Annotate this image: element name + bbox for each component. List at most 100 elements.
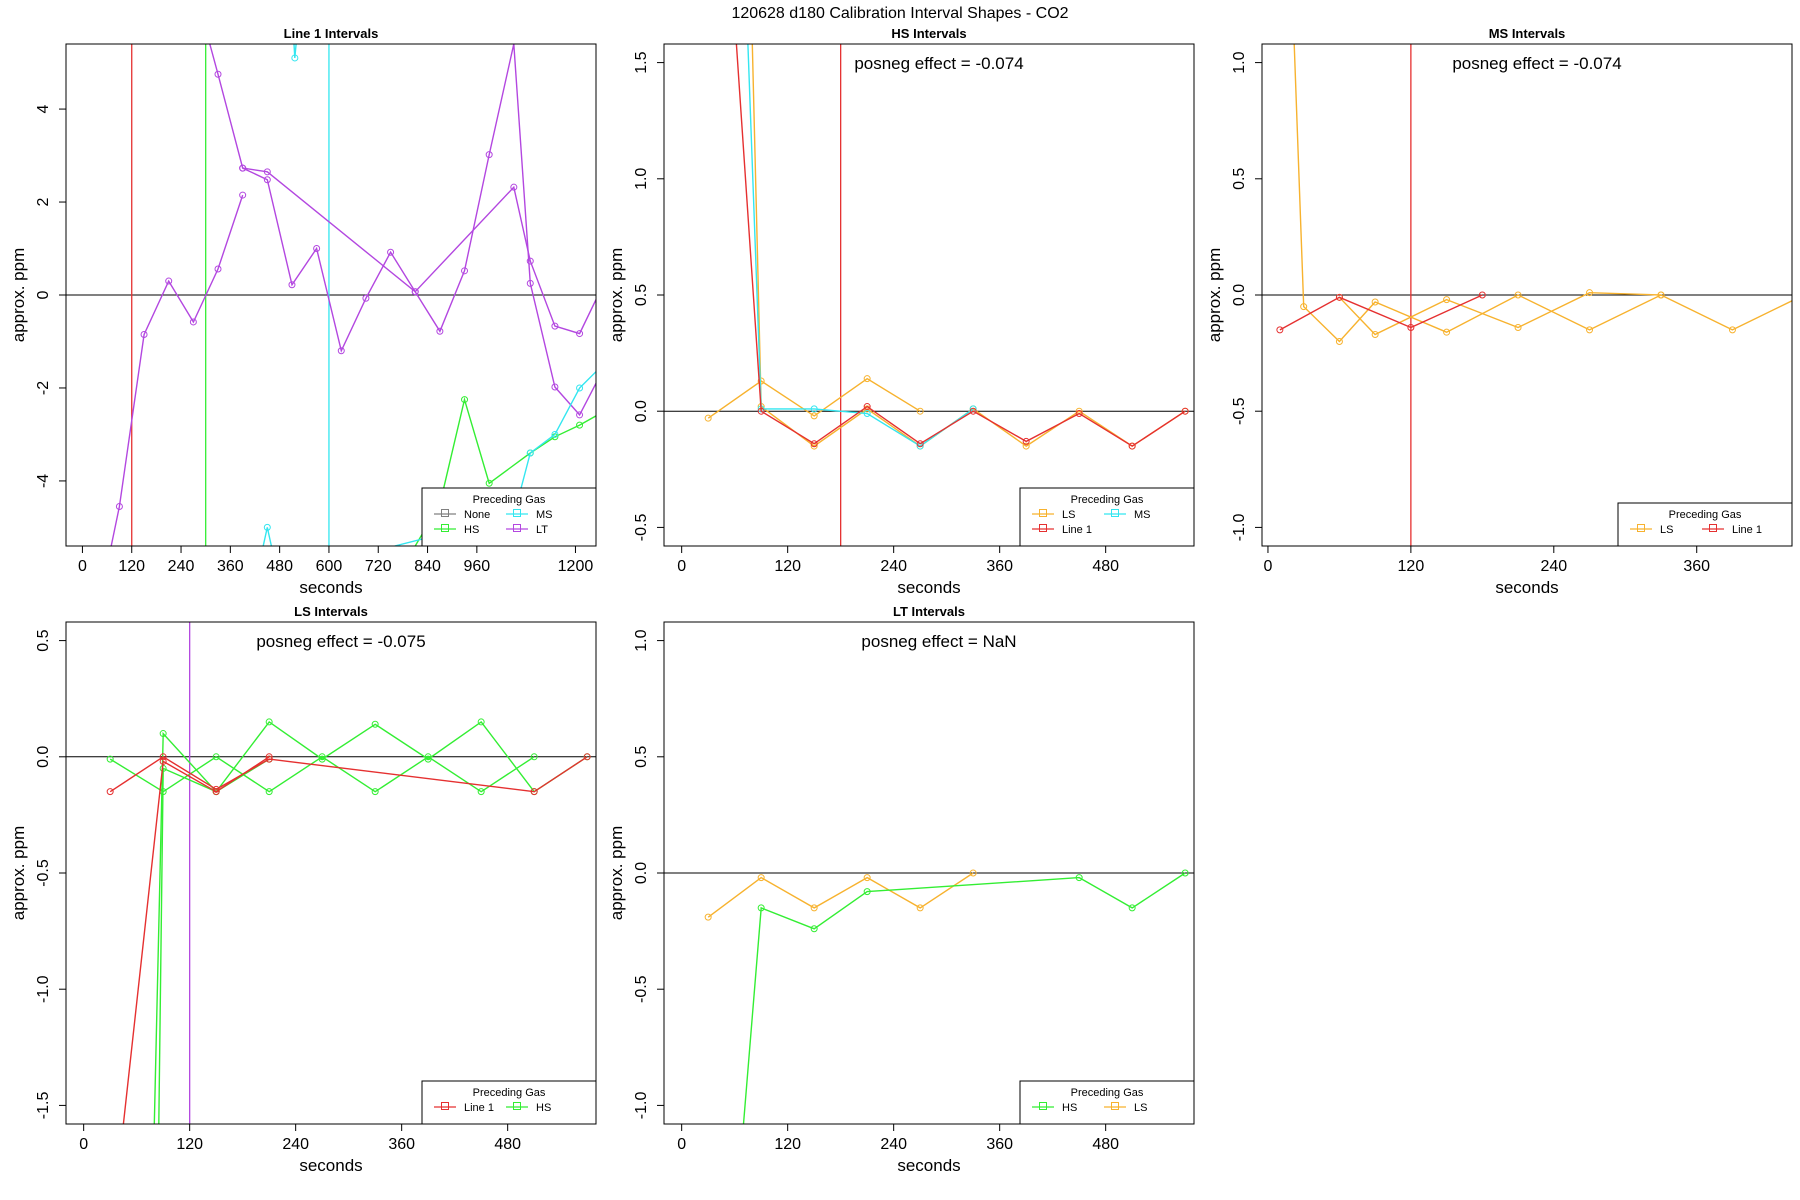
data-point bbox=[362, 294, 370, 302]
panel-title: MS Intervals bbox=[1489, 26, 1566, 41]
x-tick-label: 360 bbox=[388, 1136, 415, 1153]
y-tick-label: -4 bbox=[35, 474, 52, 488]
series-line bbox=[110, 194, 244, 546]
figure-title: 120628 d180 Calibration Interval Shapes … bbox=[731, 5, 1068, 22]
y-axis-label: approx. ppm bbox=[607, 826, 626, 921]
data-point bbox=[159, 753, 167, 761]
y-tick-label: -1.5 bbox=[35, 1092, 52, 1120]
data-point bbox=[1371, 331, 1379, 339]
data-point bbox=[239, 191, 247, 199]
y-axis-label: approx. ppm bbox=[9, 248, 28, 343]
series-line bbox=[293, 44, 297, 58]
series-lt bbox=[110, 191, 247, 546]
plot-area bbox=[66, 44, 596, 546]
legend-label: HS bbox=[464, 524, 479, 536]
series-line bbox=[158, 758, 270, 1124]
legend-swatch-marker bbox=[441, 524, 449, 532]
series-ls bbox=[704, 375, 924, 422]
data-point bbox=[263, 523, 271, 531]
x-tick-label: 120 bbox=[774, 558, 801, 575]
series-line bbox=[747, 44, 974, 447]
data-point bbox=[916, 904, 924, 912]
legend: Preceding Gas LS MS Line 1 bbox=[1019, 487, 1195, 547]
y-tick-label: 0.0 bbox=[1231, 284, 1248, 306]
data-point bbox=[461, 267, 469, 275]
y-tick-label: 4 bbox=[35, 105, 52, 114]
data-point bbox=[530, 753, 538, 761]
series-line-1 bbox=[735, 44, 1189, 450]
data-point bbox=[263, 176, 271, 184]
data-point bbox=[214, 265, 222, 273]
legend-swatch-marker bbox=[1111, 1102, 1119, 1110]
data-point bbox=[551, 383, 559, 391]
series-line bbox=[122, 756, 270, 1124]
y-axis-label: approx. ppm bbox=[607, 248, 626, 343]
x-tick-label: 600 bbox=[316, 558, 343, 575]
legend-label: LS bbox=[1660, 524, 1673, 536]
legend-title: Preceding Gas bbox=[1071, 494, 1144, 506]
legend-box bbox=[421, 1080, 597, 1125]
x-tick-label: 240 bbox=[168, 558, 195, 575]
posneg-annotation: posneg effect = -0.074 bbox=[854, 54, 1023, 73]
legend-swatch-marker bbox=[1111, 509, 1119, 517]
legend-entry-hs: HS bbox=[434, 524, 479, 536]
data-point bbox=[1586, 326, 1594, 334]
x-axis-label: seconds bbox=[299, 1156, 362, 1175]
data-point bbox=[1276, 326, 1284, 334]
data-point bbox=[212, 753, 220, 761]
x-tick-label: 480 bbox=[494, 1136, 521, 1153]
legend-title: Preceding Gas bbox=[1071, 1087, 1144, 1099]
data-point bbox=[576, 421, 584, 429]
data-point bbox=[291, 54, 299, 62]
data-point bbox=[265, 788, 273, 796]
data-point bbox=[1075, 410, 1083, 418]
data-point bbox=[371, 720, 379, 728]
data-point bbox=[1586, 289, 1594, 297]
series-line bbox=[1279, 294, 1483, 331]
data-point bbox=[1128, 442, 1136, 450]
data-point bbox=[265, 718, 273, 726]
data-point bbox=[757, 407, 765, 415]
data-point bbox=[1300, 303, 1308, 311]
data-point bbox=[477, 718, 485, 726]
data-point bbox=[551, 322, 559, 330]
y-axis-label: approx. ppm bbox=[1205, 248, 1224, 343]
panel-hs-intervals: HS Intervals 0 120 240 360 480 seconds -0.5 0.0 0… bbox=[607, 26, 1195, 597]
panel-lt-intervals: LT Intervals 0 120 240 360 480 seconds -1.0 -0.5… bbox=[607, 604, 1195, 1175]
data-point bbox=[485, 479, 493, 487]
legend-label: Line 1 bbox=[1732, 524, 1762, 536]
y-tick-label: 2 bbox=[35, 197, 52, 206]
panel-title: LS Intervals bbox=[294, 604, 368, 619]
x-axis-label: seconds bbox=[299, 578, 362, 597]
legend-swatch-marker bbox=[513, 509, 521, 517]
panel-title: HS Intervals bbox=[891, 26, 966, 41]
data-point bbox=[863, 888, 871, 896]
series-ms bbox=[747, 44, 977, 450]
data-point bbox=[337, 347, 345, 355]
legend-swatch-marker bbox=[1039, 524, 1047, 532]
x-tick-label: 360 bbox=[217, 558, 244, 575]
legend-entry-ls: LS bbox=[1630, 524, 1673, 536]
plot-area bbox=[1262, 44, 1792, 546]
data-point bbox=[916, 440, 924, 448]
data-point bbox=[1728, 326, 1736, 334]
y-tick-label: 0.5 bbox=[35, 629, 52, 651]
data-point bbox=[1022, 442, 1030, 450]
data-point bbox=[1443, 296, 1451, 304]
data-point bbox=[263, 168, 271, 176]
y-tick-label: -0.5 bbox=[35, 859, 52, 887]
y-tick-label: 0.0 bbox=[633, 400, 650, 422]
data-point bbox=[1371, 298, 1379, 306]
y-tick-label: 0.0 bbox=[35, 746, 52, 768]
data-point bbox=[863, 874, 871, 882]
plot-frame bbox=[65, 621, 597, 1125]
data-point bbox=[810, 925, 818, 933]
data-point bbox=[140, 331, 148, 339]
legend-entry-line-1: Line 1 bbox=[434, 1102, 494, 1114]
y-tick-label: 0.5 bbox=[1231, 168, 1248, 190]
data-point bbox=[288, 281, 296, 289]
x-tick-label: 480 bbox=[266, 558, 293, 575]
series-hs bbox=[158, 755, 273, 1124]
legend-label: LS bbox=[1062, 509, 1075, 521]
